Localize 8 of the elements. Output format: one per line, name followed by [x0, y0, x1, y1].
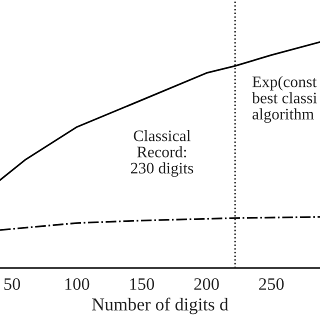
- x-tick-label: 250: [259, 278, 284, 290]
- x-tick-label: 200: [194, 278, 219, 290]
- annotation: Exp(const best classi algorithm: [252, 76, 317, 123]
- annotation: Classical Record: 230 digits: [130, 130, 194, 177]
- x-tick-label: 50: [4, 278, 20, 290]
- x-axis-title: Number of digits d: [92, 298, 228, 314]
- x-tick-label: 150: [130, 278, 154, 290]
- x-tick-label: 100: [65, 278, 90, 290]
